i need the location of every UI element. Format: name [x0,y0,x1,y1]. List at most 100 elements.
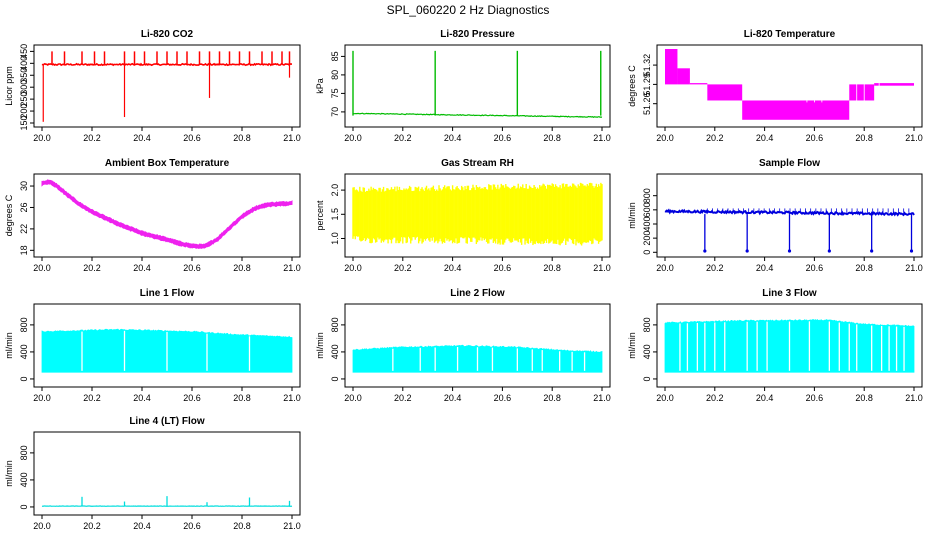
y-tick-label: 51.29 [642,73,652,96]
x-tick-label: 20.2 [83,263,101,273]
y-tick-label: 800 [330,317,340,332]
x-tick-label: 20.0 [33,521,51,531]
x-tick-label: 20.0 [344,263,362,273]
x-tick-label: 20.0 [344,393,362,403]
y-tick-label: 800 [19,445,29,460]
x-tick-label: 20.8 [855,393,873,403]
ambient-temp-band [41,179,293,249]
panel-title: Li-820 CO2 [141,29,194,40]
panel-title: Line 3 Flow [762,288,817,299]
plot-frame [344,303,611,388]
sample-flow-line [664,208,915,217]
x-tick-label: 20.4 [756,393,774,403]
x-tick-label: 20.2 [394,263,412,273]
data-series [41,51,292,122]
y-axis-label: kPa [315,78,325,94]
x-tick-label: 20.4 [133,393,151,403]
x-tick-label: 20.6 [183,393,201,403]
x-tick-label: 20.8 [233,263,251,273]
plot-frame [344,173,611,258]
x-tick-label: 20.2 [83,133,101,143]
figure-title: SPL_060220 2 Hz Diagnostics [387,3,550,17]
x-tick-label: 20.0 [33,133,51,143]
plot-frame [656,44,923,128]
plot-frame [656,173,923,258]
panel-title: Line 4 (LT) Flow [129,416,205,427]
x-tick-label: 20.6 [806,393,824,403]
y-tick-label: 18 [19,245,29,255]
y-tick-label: 300 [19,80,29,95]
x-tick-label: 20.2 [706,133,724,143]
panel-5: Gas Stream RH percent 20.0 20.2 20.4 20.6 20.8… [315,158,611,273]
x-tick-label: 20.4 [133,133,151,143]
temp-band [742,100,850,120]
y-tick-label: 800 [19,317,29,332]
plot-frame [656,303,923,388]
x-tick-label: 20.2 [394,133,412,143]
y-tick-label: 75 [330,88,340,98]
data-series [352,344,603,373]
x-tick-label: 20.8 [855,263,873,273]
panel-title: Li-820 Pressure [440,29,515,40]
x-tick-label: 20.8 [543,263,561,273]
x-tick-label: 20.0 [656,263,674,273]
x-tick-label: 20.8 [543,393,561,403]
x-tick-label: 21.0 [593,263,611,273]
x-tick-label: 20.6 [183,263,201,273]
temp-band [849,84,875,101]
sample-flow-dip-point [787,249,792,253]
x-tick-label: 21.0 [593,133,611,143]
y-tick-label: 0 [330,376,340,381]
x-tick-label: 20.8 [855,133,873,143]
y-tick-label: 30 [19,181,29,191]
x-tick-label: 20.4 [444,133,462,143]
y-tick-label: 85 [330,51,340,61]
y-tick-label: 0 [642,250,652,255]
plot-frame [33,431,301,516]
temp-band [874,83,914,86]
y-axis-label: ml/min [627,202,637,229]
y-tick-label: 0 [642,376,652,381]
y-axis-label: ml/min [4,460,14,487]
data-series [665,49,914,120]
x-tick-label: 20.4 [756,263,774,273]
y-tick-label: 0 [19,376,29,381]
x-tick-label: 20.8 [233,133,251,143]
y-tick-label: 400 [330,344,340,359]
y-tick-label: 0 [19,504,29,509]
panel-title: Line 2 Flow [450,288,505,299]
x-tick-label: 20.2 [83,393,101,403]
y-tick-label: 250 [19,92,29,107]
y-tick-label: 200 [19,104,29,119]
y-tick-label: 350 [19,68,29,83]
panel-title: Sample Flow [759,158,820,169]
x-tick-label: 20.4 [756,133,774,143]
x-tick-label: 20.8 [233,393,251,403]
y-axis-label: degrees C [4,194,14,236]
y-tick-label: 400 [642,216,652,231]
y-axis-label: ml/min [315,332,325,359]
x-tick-label: 20.0 [656,133,674,143]
y-axis-label: Licor ppm [4,66,14,106]
x-tick-label: 20.2 [706,393,724,403]
x-tick-label: 20.6 [806,263,824,273]
data-series [41,179,293,249]
x-tick-label: 20.0 [33,393,51,403]
panel-7: Line 1 Flow ml/min 20.0 20.2 20.4 20.6 20.8 21.… [4,288,301,403]
x-tick-label: 21.0 [905,263,923,273]
x-tick-label: 20.6 [806,133,824,143]
y-tick-label: 450 [19,44,29,59]
panel-title: Line 1 Flow [140,288,195,299]
plot-frame [33,173,301,258]
y-tick-label: 1.5 [330,208,340,221]
panel-title: Ambient Box Temperature [105,158,230,169]
y-tick-label: 80 [330,70,340,80]
sample-flow-dip-point [827,249,831,253]
y-axis-label: ml/min [4,332,14,359]
data-series [664,318,915,373]
y-tick-label: 2.0 [330,184,340,197]
x-tick-label: 21.0 [283,393,301,403]
temp-band [677,68,690,85]
x-tick-label: 21.0 [283,263,301,273]
